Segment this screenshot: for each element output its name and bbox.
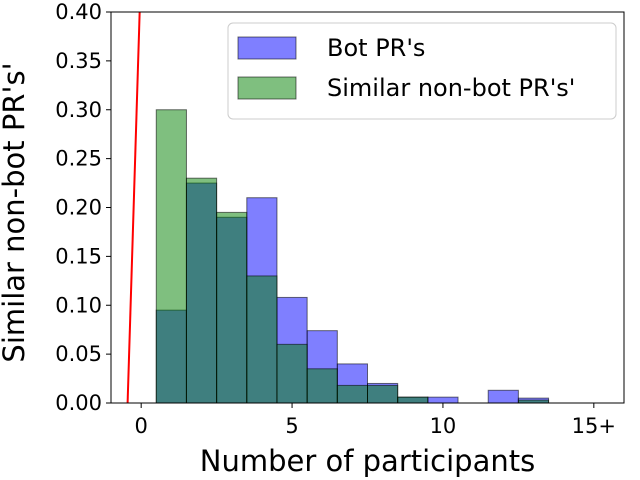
bar-series2-bin-3 — [216, 211, 248, 404]
axes-layer: 0.00 0.05 0.10 0.15 0.20 0.25 0.30 0.35 0.40 0 5 10… — [55, 0, 625, 438]
y-tick-label: 0.10 — [55, 293, 102, 317]
bar-series2-bin-1 — [155, 109, 187, 404]
bar-series2-bin-4 — [246, 275, 278, 404]
legend-swatch-series1 — [237, 36, 297, 60]
y-tick-label: 0.40 — [55, 0, 102, 24]
bars-layer — [155, 109, 550, 404]
bar-series2-bin-6 — [306, 368, 338, 404]
y-tick-label: 0.00 — [55, 391, 102, 415]
bar-series1-bin-12 — [487, 389, 519, 404]
x-tick-label: 5 — [285, 414, 298, 438]
x-tick-label: 0 — [134, 414, 147, 438]
y-axis-label: Similar non-bot PR's' — [0, 62, 31, 362]
bar-series2-bin-9 — [397, 396, 429, 404]
bar-series1-bin-10 — [427, 396, 459, 404]
legend-label-series2: Similar non-bot PR's' — [327, 74, 575, 102]
y-tick-label: 0.30 — [55, 98, 102, 122]
bar-series2-bin-5 — [276, 343, 308, 404]
y-tick-label: 0.20 — [55, 196, 102, 220]
legend-label-series1: Bot PR's — [327, 34, 425, 62]
x-tick-label: 10 — [430, 414, 457, 438]
legend-swatch-series2 — [237, 76, 297, 100]
y-tick-label: 0.35 — [55, 49, 102, 73]
y-tick-label: 0.25 — [55, 147, 102, 171]
bar-series2-bin-8 — [367, 384, 399, 404]
x-axis-label: Number of participants — [200, 444, 535, 478]
x-tick-label: 15+ — [572, 414, 616, 438]
reference-line-layer — [126, 11, 141, 404]
y-tick-label: 0.15 — [55, 244, 102, 268]
y-tick-label: 0.05 — [55, 342, 102, 366]
reference-line — [126, 11, 141, 404]
legend-box — [227, 22, 617, 120]
legend: Bot PR's Similar non-bot PR's' — [227, 22, 617, 120]
bar-series2-bin-7 — [336, 384, 368, 404]
bar-series2-bin-2 — [185, 177, 218, 404]
